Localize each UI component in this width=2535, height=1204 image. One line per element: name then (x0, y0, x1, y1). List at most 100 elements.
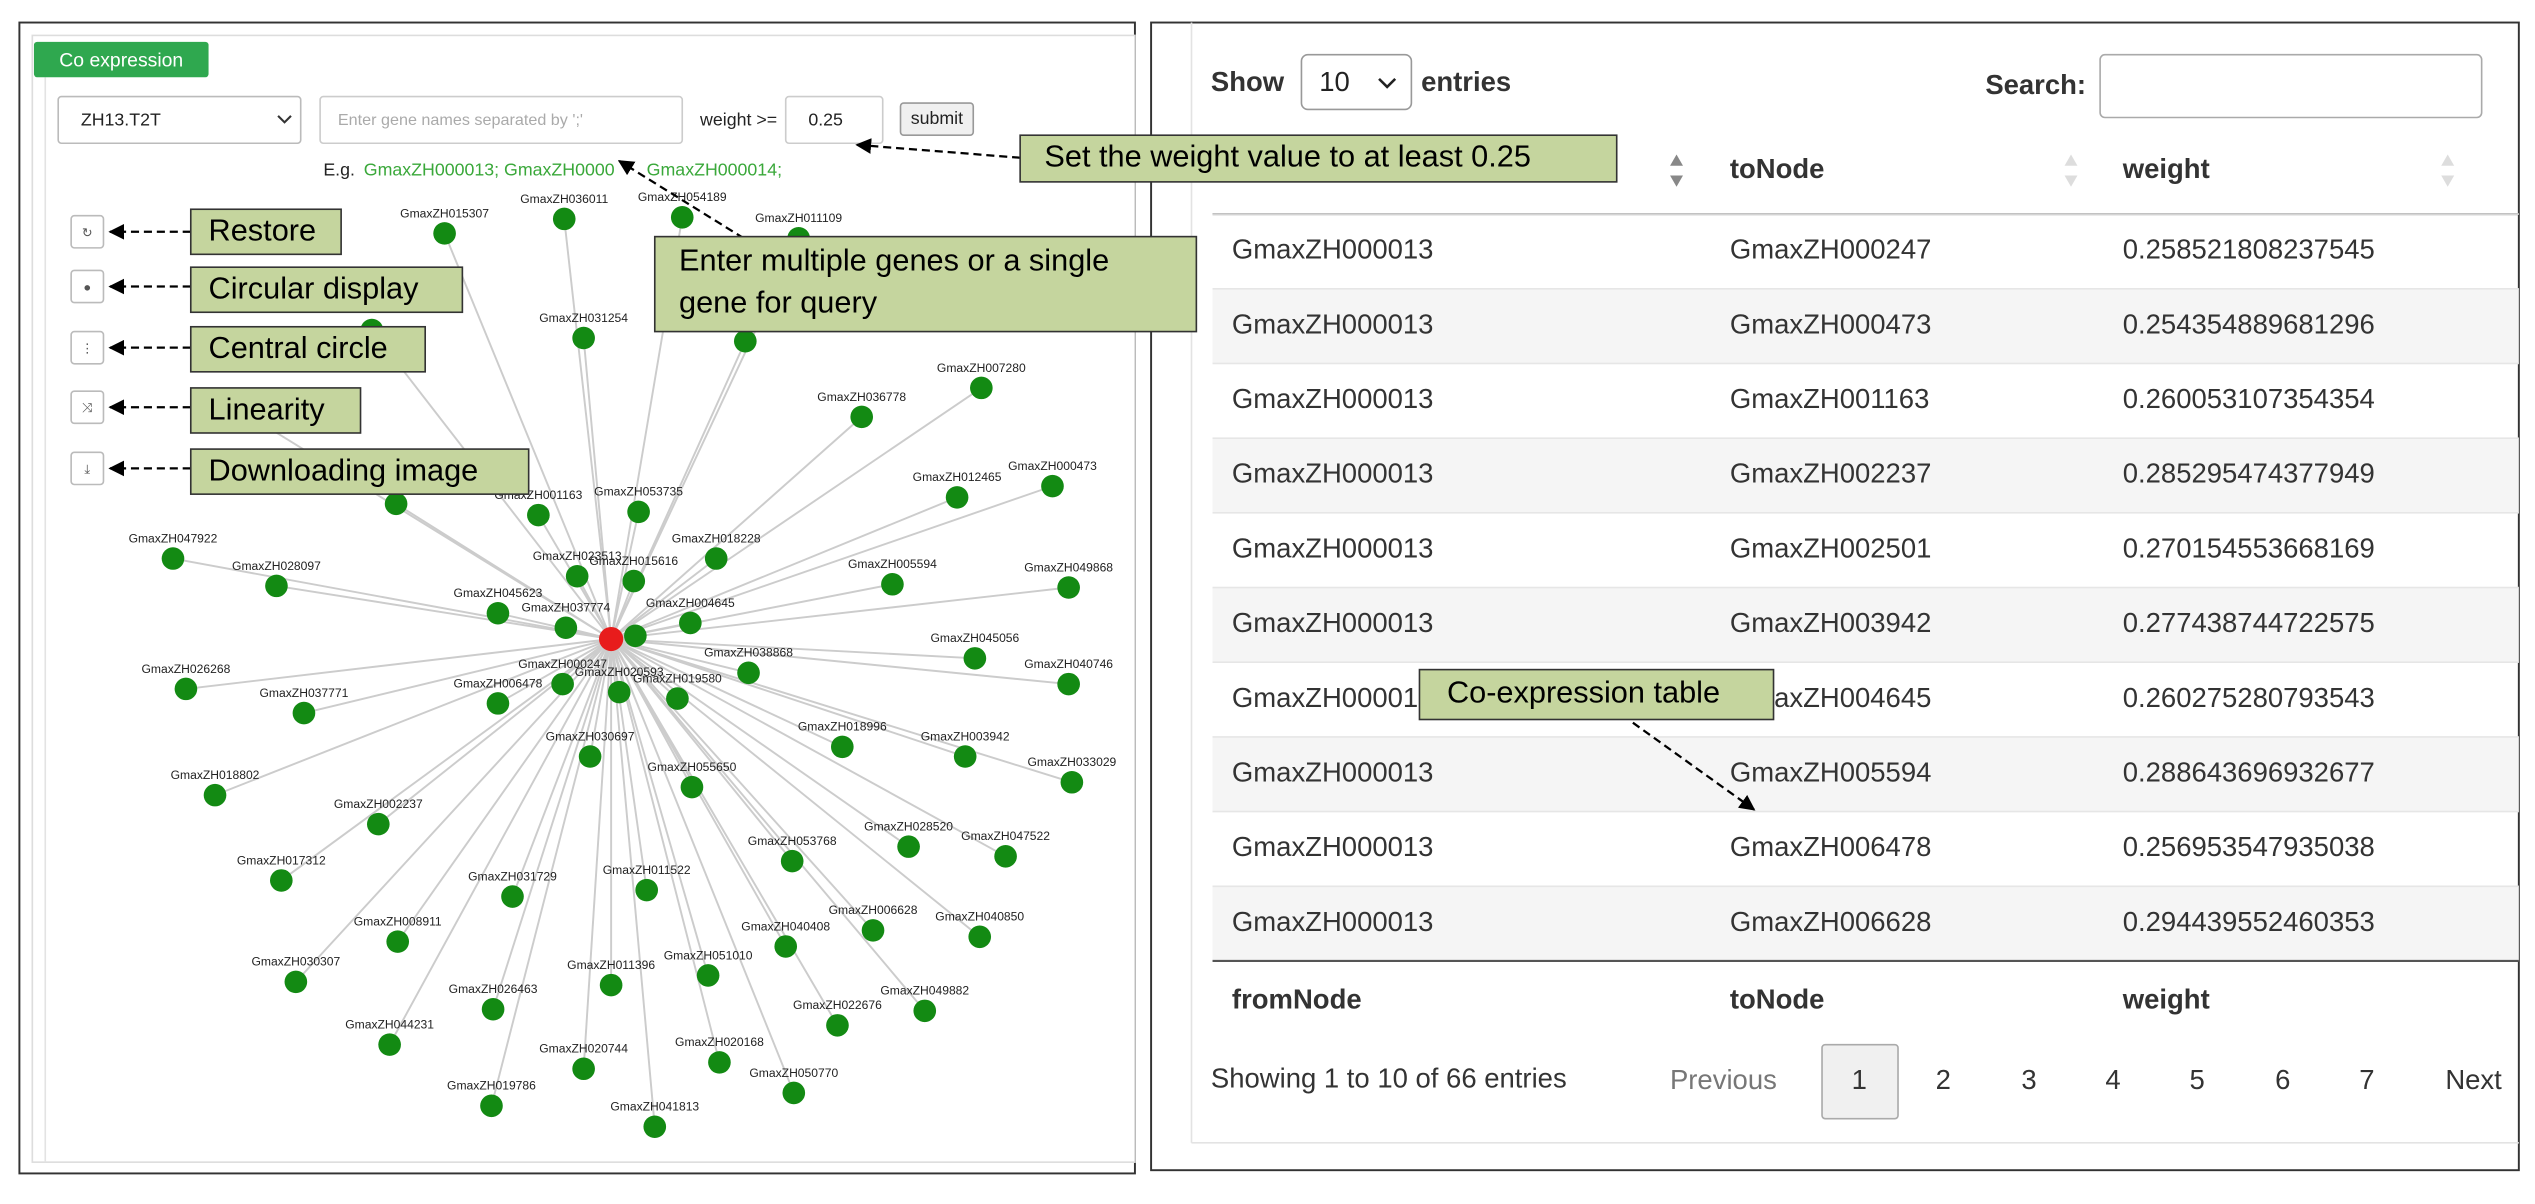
network-node-label: GmaxZH011109 (755, 211, 842, 225)
network-node[interactable] (963, 647, 987, 670)
network-node[interactable] (366, 812, 390, 836)
network-node[interactable] (780, 849, 804, 873)
pagination-button[interactable]: 3 (2021, 1064, 2036, 1095)
network-node[interactable] (552, 207, 576, 231)
length-caret (1378, 77, 1397, 89)
network-node[interactable] (527, 503, 550, 527)
network-node[interactable] (203, 783, 227, 807)
network-node[interactable] (670, 206, 694, 229)
network-node[interactable] (953, 745, 977, 768)
network-node[interactable] (565, 564, 589, 588)
pagination-button[interactable]: Previous (1670, 1064, 1777, 1095)
network-node[interactable] (708, 1051, 731, 1074)
network-node-label: GmaxZH028097 (232, 559, 321, 573)
network-node[interactable] (607, 680, 631, 704)
network-node[interactable] (627, 500, 650, 524)
network-node[interactable] (501, 885, 524, 908)
toolbar-button[interactable] (70, 330, 105, 365)
network-node[interactable] (782, 1081, 806, 1105)
network-node[interactable] (554, 616, 578, 640)
network-node[interactable] (704, 547, 728, 570)
network-node[interactable] (572, 1057, 595, 1081)
pagination-button[interactable]: 4 (2105, 1064, 2120, 1095)
network-node[interactable] (1041, 474, 1064, 498)
network-node[interactable] (284, 970, 308, 994)
network-node[interactable] (578, 745, 602, 768)
network-node[interactable] (265, 574, 288, 598)
network-node[interactable] (486, 602, 510, 625)
network-node[interactable] (1057, 576, 1080, 599)
toolbar-button[interactable] (70, 269, 105, 304)
network-node[interactable] (897, 835, 920, 858)
network-node[interactable] (830, 735, 854, 759)
column-header[interactable]: toNode (1730, 153, 1825, 184)
network-node[interactable] (292, 701, 316, 725)
network-node[interactable] (384, 492, 408, 516)
network-edge (610, 638, 966, 758)
length-select[interactable] (1300, 53, 1413, 111)
toolbar-button[interactable] (70, 451, 105, 486)
network-node[interactable] (635, 878, 659, 902)
gene-input-placeholder: Enter gene names separated by ';' (338, 111, 583, 129)
network-node[interactable] (480, 1094, 503, 1118)
network-node[interactable] (378, 1033, 401, 1056)
network-node[interactable] (733, 329, 757, 353)
network-node[interactable] (481, 997, 505, 1021)
network-edge (610, 387, 982, 640)
pagination-button[interactable]: 1 (1852, 1064, 1867, 1095)
network-node[interactable] (737, 661, 760, 685)
submit-button[interactable] (899, 102, 975, 137)
network-edge (610, 496, 958, 640)
network-node[interactable] (680, 775, 704, 799)
column-header[interactable]: weight (2122, 153, 2210, 184)
network-node[interactable] (269, 869, 293, 892)
network-node[interactable] (599, 973, 623, 997)
callout-box (189, 387, 362, 434)
genome-select[interactable] (57, 95, 302, 145)
network-node[interactable] (679, 611, 702, 635)
network-node[interactable] (161, 547, 185, 570)
example-genes-end: GmaxZH000014; (647, 159, 782, 179)
network-node[interactable] (1060, 771, 1084, 794)
network-node[interactable] (968, 925, 992, 949)
network-node[interactable] (624, 624, 647, 648)
network-edge (610, 638, 648, 891)
network-node[interactable] (970, 376, 993, 400)
network-node[interactable] (386, 930, 410, 953)
network-node[interactable] (850, 405, 874, 429)
network-edge (388, 638, 612, 1046)
toolbar-button[interactable] (70, 390, 105, 425)
network-node[interactable] (666, 687, 689, 710)
pagination-button[interactable]: 2 (1936, 1064, 1951, 1095)
network-node[interactable] (945, 486, 969, 509)
network-node[interactable] (1057, 672, 1080, 696)
pagination-button[interactable]: 5 (2189, 1064, 2204, 1095)
pagination-button[interactable]: 7 (2359, 1064, 2374, 1095)
network-node[interactable] (433, 222, 456, 245)
weight-input[interactable] (784, 95, 884, 145)
network-node[interactable] (774, 935, 798, 958)
network-node[interactable] (486, 692, 510, 715)
toolbar-button[interactable] (70, 214, 105, 249)
network-node[interactable] (994, 845, 1017, 868)
pagination-button[interactable]: Next (2445, 1064, 2502, 1095)
pagination-button[interactable]: 6 (2275, 1064, 2290, 1095)
network-node[interactable] (861, 919, 885, 942)
network-node[interactable] (174, 677, 198, 701)
center-node[interactable] (598, 626, 624, 652)
gene-input[interactable] (319, 95, 684, 145)
network-node[interactable] (881, 573, 904, 596)
network-node[interactable] (826, 1014, 849, 1037)
network-node[interactable] (913, 999, 937, 1023)
table-cell: GmaxZH000013 (1232, 383, 1434, 414)
search-input[interactable] (2099, 53, 2483, 119)
table-info: Showing 1 to 10 of 66 entries (1211, 1062, 1567, 1093)
network-node[interactable] (572, 326, 595, 350)
current-page[interactable] (1821, 1043, 1899, 1120)
network-node[interactable] (551, 672, 574, 696)
network-edge (492, 638, 613, 1010)
network-node[interactable] (622, 569, 646, 593)
network-node[interactable] (696, 964, 720, 987)
network-node[interactable] (643, 1115, 667, 1139)
row-stripe (1212, 438, 2519, 513)
